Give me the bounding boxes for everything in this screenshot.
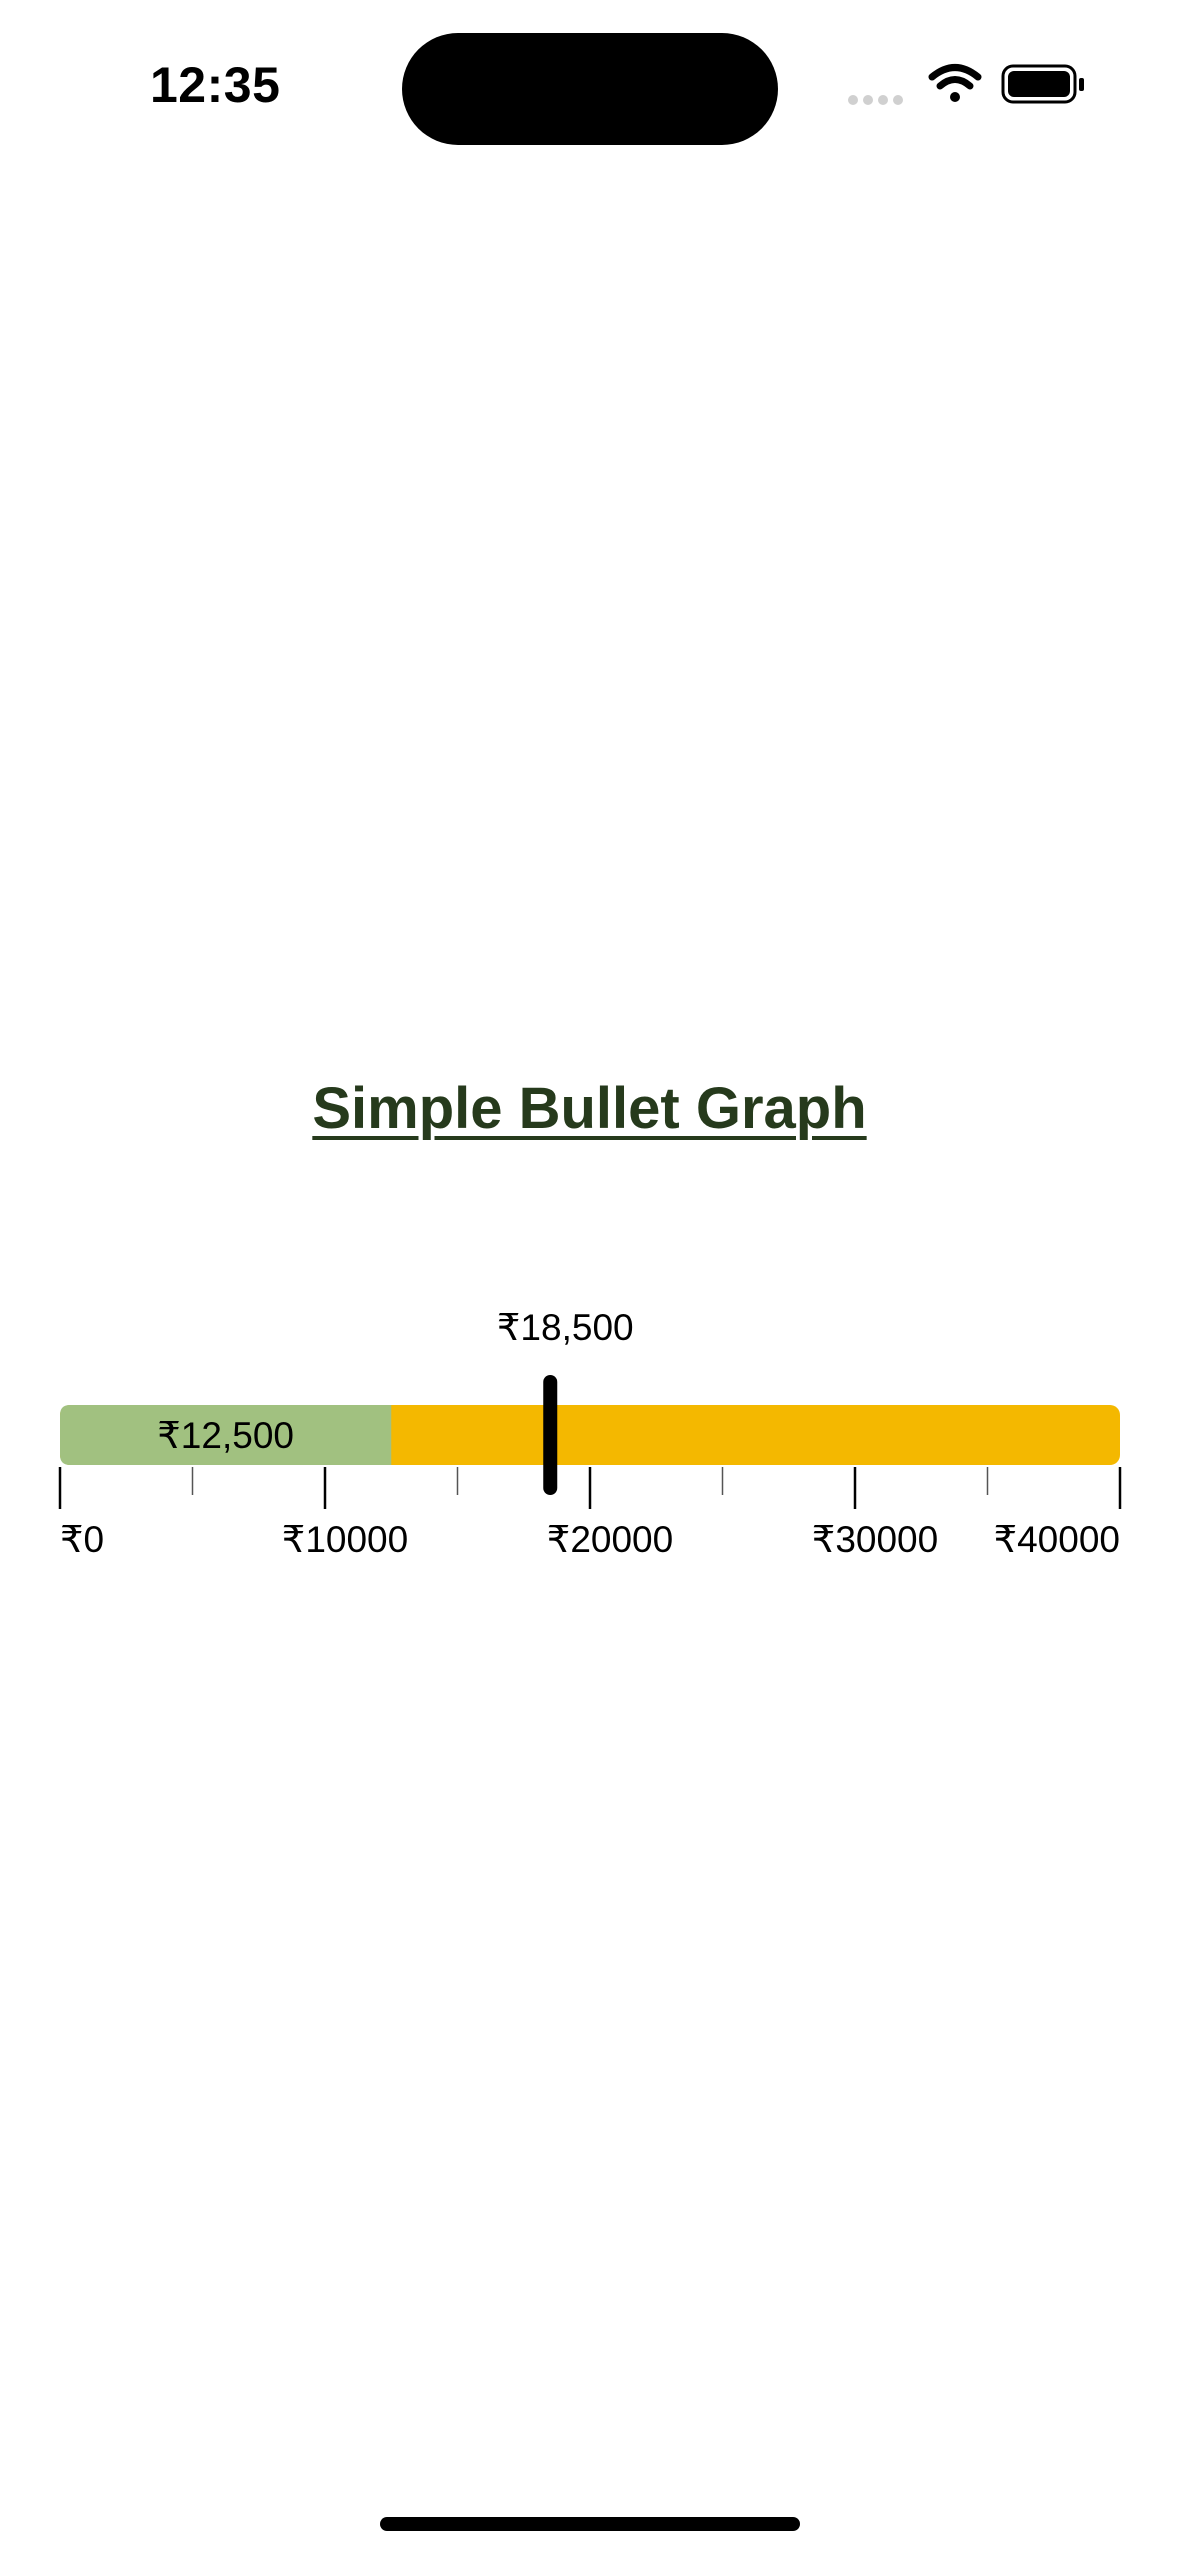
- axis-tick-label: ₹20000: [547, 1519, 673, 1560]
- target-marker: [543, 1375, 558, 1495]
- home-indicator[interactable]: [380, 2517, 800, 2531]
- axis-tick-label: ₹0: [60, 1519, 104, 1560]
- target-label: ₹18,500: [497, 1307, 634, 1348]
- axis-tick-label: ₹10000: [282, 1519, 408, 1560]
- status-time: 12:35: [150, 57, 281, 113]
- bullet-graph: ₹12,500 ₹18,500 ₹0 ₹10000 ₹20000 ₹30000 ₹40000: [0, 1280, 1179, 1580]
- status-icons: [848, 64, 1084, 105]
- bullet-graph-svg: ₹12,500 ₹18,500 ₹0 ₹10000 ₹20000 ₹30000 ₹40000: [58, 1307, 1122, 1560]
- value-label: ₹12,500: [157, 1415, 294, 1456]
- axis-tick-label: ₹30000: [812, 1519, 938, 1560]
- axis-tick-label: ₹40000: [994, 1519, 1120, 1560]
- dynamic-island: [402, 33, 778, 145]
- battery-icon: [1001, 64, 1084, 104]
- signal-dots-icon: [848, 95, 903, 105]
- status-bar: 12:35: [0, 0, 1179, 150]
- value-bar: [60, 1405, 392, 1465]
- wifi-icon: [928, 64, 982, 102]
- chart-title: Simple Bullet Graph: [312, 1076, 867, 1141]
